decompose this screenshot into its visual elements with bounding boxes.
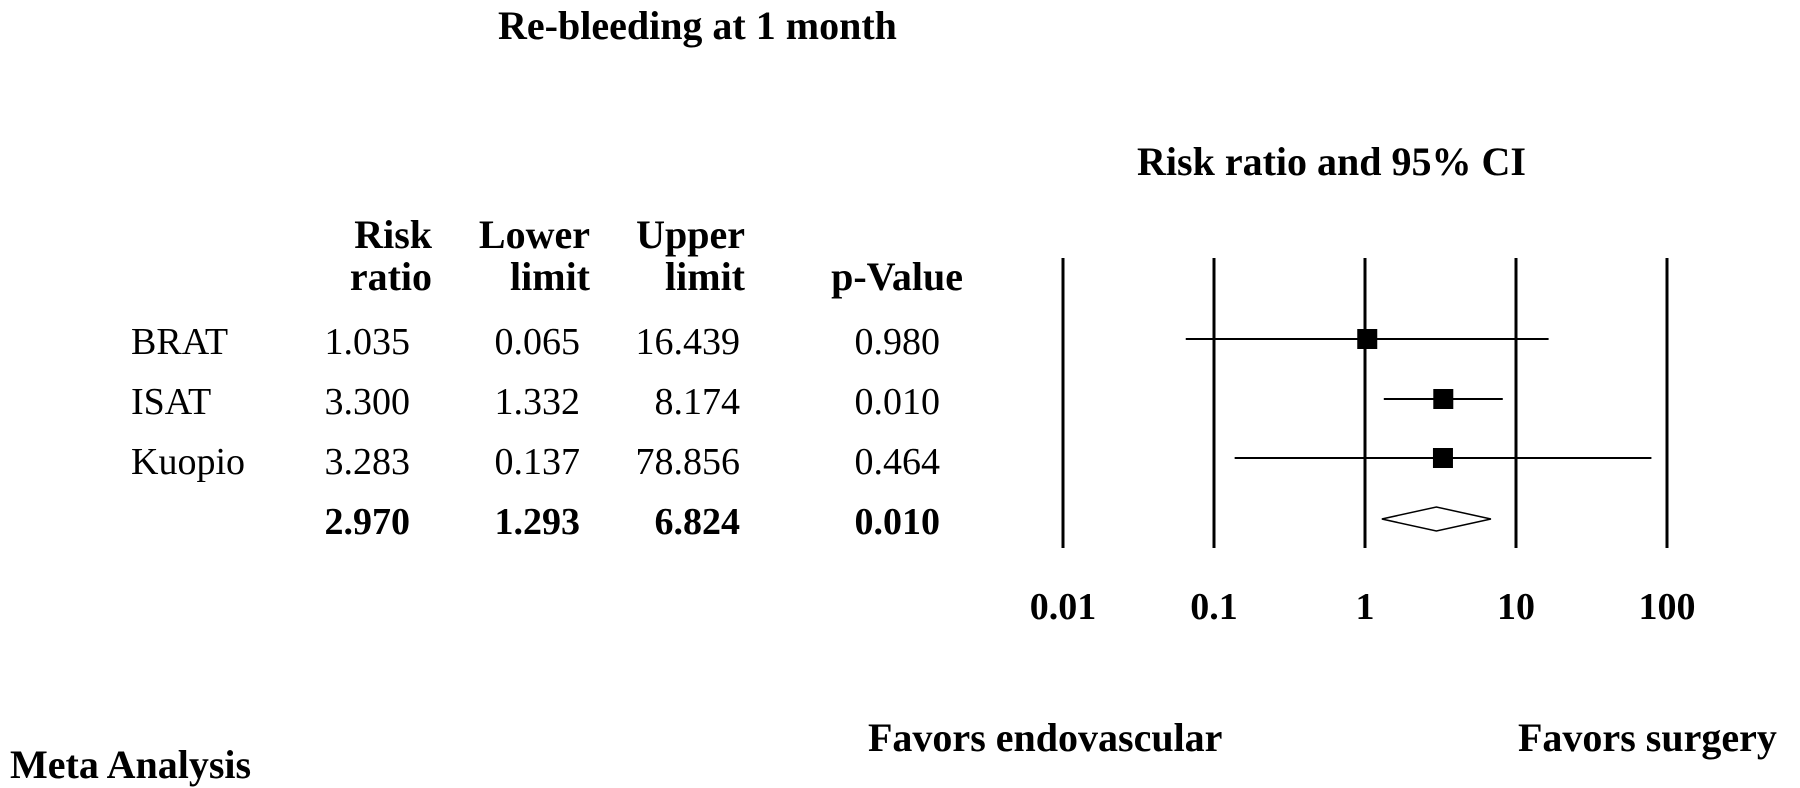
summary-diamond	[1381, 506, 1492, 532]
point-estimate	[1432, 448, 1453, 468]
header-lower-limit-line1: Lower	[478, 212, 590, 257]
x-tick-label: 1	[1355, 586, 1375, 628]
row-upper-limit: 78.856	[635, 441, 741, 483]
row-lower-limit: 0.137	[494, 441, 581, 483]
header-risk-ratio-line1: Risk	[354, 212, 432, 257]
row-lower-limit: 0.065	[494, 321, 581, 363]
header-lower-limit-line2: limit	[510, 254, 590, 299]
row-p-value: 0.464	[854, 441, 941, 483]
row-risk-ratio: 3.283	[324, 441, 411, 483]
row-lower-limit: 1.332	[494, 381, 581, 423]
figure-title: Re-bleeding at 1 month	[498, 3, 897, 48]
row-upper-limit: 16.439	[635, 321, 741, 363]
header-upper-limit-line2: limit	[665, 254, 745, 299]
summary-risk-ratio: 2.970	[324, 501, 411, 543]
footer-label: Meta Analysis	[10, 742, 252, 787]
row-risk-ratio: 1.035	[324, 321, 411, 363]
header-p-value: p-Value	[831, 254, 963, 299]
favors-left-label: Favors endovascular	[868, 715, 1223, 760]
summary-upper-limit: 6.824	[654, 501, 741, 543]
row-study-name: Kuopio	[131, 441, 245, 483]
x-tick-label: 10	[1497, 586, 1535, 628]
header-upper-limit: Upper limit	[600, 214, 745, 298]
header-lower-limit: Lower limit	[440, 214, 590, 298]
header-risk-ratio-line2: ratio	[349, 254, 432, 299]
x-tick-label: 100	[1638, 586, 1696, 628]
row-study-name: BRAT	[131, 321, 229, 363]
row-study-name: ISAT	[131, 381, 212, 423]
header-risk-ratio: Risk ratio	[300, 214, 432, 298]
summary-lower-limit: 1.293	[494, 501, 581, 543]
row-risk-ratio: 3.300	[324, 381, 411, 423]
chart-title: Risk ratio and 95% CI	[1137, 139, 1526, 184]
row-upper-limit: 8.174	[654, 381, 741, 423]
x-tick-label: 0.01	[1029, 586, 1097, 628]
header-upper-limit-line1: Upper	[636, 212, 745, 257]
point-estimate	[1433, 389, 1454, 409]
row-p-value: 0.010	[854, 381, 941, 423]
row-p-value: 0.980	[854, 321, 941, 363]
point-estimate	[1357, 329, 1378, 349]
x-tick-label: 0.1	[1190, 586, 1238, 628]
summary-p-value: 0.010	[854, 501, 941, 543]
favors-right-label: Favors surgery	[1518, 715, 1777, 760]
